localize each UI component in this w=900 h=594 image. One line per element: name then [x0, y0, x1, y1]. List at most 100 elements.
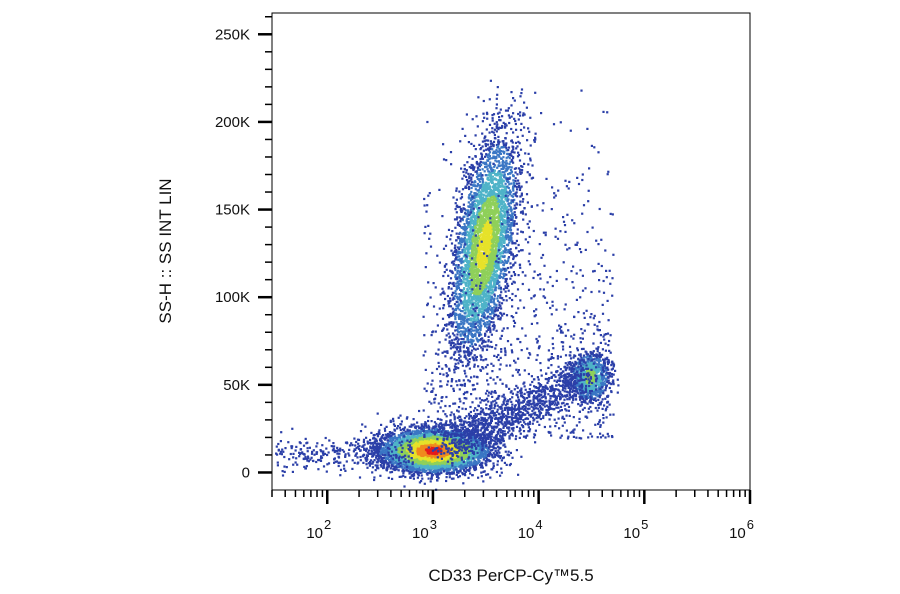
event-dot: [402, 427, 406, 430]
event-dot: [390, 463, 393, 466]
event-dot: [445, 476, 448, 479]
event-dot: [398, 475, 401, 478]
event-dot: [419, 430, 422, 433]
event-dot: [415, 433, 418, 436]
event-dot: [427, 451, 430, 454]
event-dot: [438, 444, 441, 447]
event-dot: [439, 467, 442, 470]
event-dot: [502, 444, 505, 447]
event-dot: [395, 450, 398, 453]
event-dot: [457, 465, 460, 468]
event-dot: [456, 460, 459, 463]
event-dot: [388, 459, 391, 462]
event-dot: [462, 453, 466, 456]
event-dot: [464, 474, 467, 477]
event-dot: [470, 461, 473, 464]
event-dot: [460, 467, 463, 470]
event-dot: [397, 416, 400, 419]
event-dot: [364, 425, 367, 428]
event-dot: [408, 463, 411, 467]
event-dot: [416, 476, 419, 479]
event-dot: [407, 457, 411, 460]
event-dot: [409, 454, 412, 457]
event-dot: [446, 423, 449, 426]
event-dot: [387, 432, 390, 436]
event-dot: [467, 421, 470, 424]
event-dot: [388, 437, 391, 440]
event-dot: [400, 463, 403, 466]
event-dot: [376, 435, 379, 438]
event-dot: [402, 468, 405, 471]
event-dot: [517, 473, 520, 476]
event-dot: [412, 446, 415, 449]
event-dot: [495, 454, 498, 457]
event-dot: [405, 433, 408, 436]
event-dot: [436, 479, 439, 482]
event-dot: [454, 425, 457, 428]
event-dot: [475, 450, 478, 453]
event-dot: [377, 450, 380, 454]
event-dot: [492, 452, 495, 455]
event-dot: [473, 459, 476, 462]
event-dot: [416, 467, 419, 470]
event-dot: [434, 435, 437, 438]
event-dot: [373, 459, 376, 462]
event-dot: [440, 455, 443, 458]
event-dot: [405, 446, 408, 449]
event-dot: [492, 462, 495, 465]
event-dot: [511, 456, 514, 459]
event-dot: [500, 471, 503, 474]
event-dot: [449, 458, 452, 462]
event-dot: [435, 469, 438, 472]
event-dot: [414, 426, 417, 430]
event-dot: [408, 435, 411, 439]
event-dot: [497, 449, 500, 452]
event-dot: [403, 452, 406, 455]
event-dot: [406, 441, 409, 444]
event-dot: [416, 455, 420, 459]
event-dot: [468, 461, 472, 464]
event-dot: [428, 461, 431, 464]
event-dot: [413, 474, 416, 477]
event-dot: [422, 428, 426, 431]
event-dot: [492, 464, 495, 467]
event-dot: [460, 426, 463, 429]
event-dot: [412, 458, 415, 462]
event-dot: [397, 434, 400, 437]
event-dot: [415, 470, 418, 473]
event-dot: [425, 430, 428, 433]
event-dot: [401, 470, 404, 473]
event-dot: [420, 480, 423, 483]
event-dot: [468, 454, 471, 457]
event-dot: [473, 467, 476, 470]
event-dot: [434, 459, 437, 462]
event-dot: [453, 460, 456, 463]
event-dot: [377, 459, 380, 462]
event-dot: [421, 454, 424, 458]
event-dot: [502, 433, 505, 436]
event-dot: [460, 464, 463, 467]
event-dot: [421, 435, 424, 438]
event-dot: [440, 466, 443, 469]
event-dot: [391, 433, 394, 436]
event-dot: [417, 425, 420, 428]
event-dot: [394, 458, 397, 461]
event-dot: [427, 442, 430, 445]
event-dot: [471, 454, 474, 457]
event-dot: [440, 460, 443, 463]
event-dot: [375, 440, 378, 443]
event-dot: [411, 433, 414, 436]
event-dot: [424, 470, 427, 473]
event-dot: [436, 442, 439, 445]
event-dot: [447, 444, 450, 447]
event-dot: [483, 443, 486, 446]
event-dot: [507, 450, 510, 453]
event-dot: [418, 437, 421, 440]
event-dot: [482, 438, 485, 441]
event-dot: [421, 459, 425, 462]
event-dot: [462, 424, 465, 427]
event-dot: [353, 461, 356, 464]
event-dot: [426, 426, 429, 429]
event-dot: [419, 462, 422, 465]
event-dot: [466, 464, 469, 467]
